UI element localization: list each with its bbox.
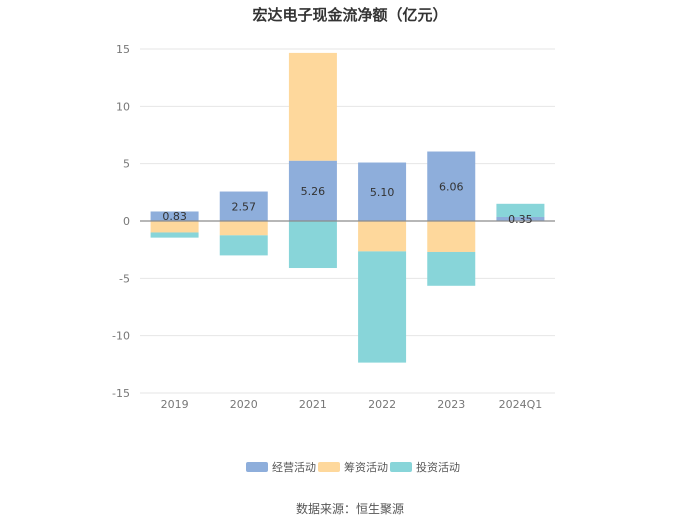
bar-segment-s1-c1 — [219, 221, 268, 236]
data-label: 2.57 — [232, 200, 257, 213]
bars-layer — [150, 52, 545, 363]
x-tick-label: 2024Q1 — [499, 398, 543, 411]
x-axis: 2019 2020 2021 2022 2023 2024Q1 — [161, 398, 543, 411]
y-tick-label: 10 — [116, 100, 130, 113]
legend-swatch — [390, 462, 412, 472]
legend-label: 经营活动 — [272, 460, 316, 474]
legend-swatch — [246, 462, 268, 472]
y-tick-label: 0 — [123, 215, 130, 228]
source-note: 数据来源：恒生聚源 — [296, 501, 404, 516]
x-tick-label: 2020 — [230, 398, 258, 411]
bar-segment-s2-c2 — [288, 221, 337, 269]
bar-segment-s0-c1 — [219, 191, 268, 221]
bar-segment-s1-c0 — [150, 221, 199, 233]
data-label: 5.26 — [301, 185, 326, 198]
legend-swatch — [318, 462, 340, 472]
bar-segment-s2-c3 — [358, 251, 407, 363]
legend: 经营活动 筹资活动 投资活动 — [246, 460, 460, 474]
y-tick-label: -10 — [112, 330, 130, 343]
bar-segment-s2-c0 — [150, 232, 199, 238]
legend-label: 投资活动 — [416, 460, 460, 474]
bar-segment-s0-c3 — [358, 162, 407, 221]
bar-segment-s1-c4 — [427, 221, 476, 252]
x-tick-label: 2022 — [368, 398, 396, 411]
bar-segment-s2-c4 — [427, 251, 476, 286]
y-tick-label: -5 — [119, 272, 130, 285]
x-tick-label: 2019 — [161, 398, 189, 411]
data-label: 6.06 — [439, 180, 464, 193]
grid-layer: 15 10 5 0 -5 -10 -15 — [112, 43, 555, 400]
x-tick-label: 2021 — [299, 398, 327, 411]
data-labels-layer: 0.83 2.57 5.26 5.10 6.06 0.35 — [162, 180, 532, 226]
bar-segment-s2-c1 — [219, 235, 268, 256]
bar-segment-s0-c2 — [288, 160, 337, 221]
bar-segment-s1-c3 — [358, 221, 407, 252]
chart-title: 宏达电子现金流净额（亿元） — [252, 6, 447, 24]
bar-segment-s0-c5 — [496, 216, 545, 221]
x-tick-label: 2023 — [437, 398, 465, 411]
bar-segment-s0-c0 — [150, 211, 199, 221]
bar-segment-s1-c2 — [288, 52, 337, 161]
y-tick-label: -15 — [112, 387, 130, 400]
data-label: 5.10 — [370, 186, 395, 199]
bar-segment-s2-c5 — [496, 203, 545, 217]
data-label: 0.83 — [162, 210, 187, 223]
bar-segment-s0-c4 — [427, 151, 476, 221]
data-label: 0.35 — [508, 213, 533, 226]
y-tick-label: 5 — [123, 158, 130, 171]
y-tick-label: 15 — [116, 43, 130, 56]
legend-label: 筹资活动 — [344, 460, 388, 474]
